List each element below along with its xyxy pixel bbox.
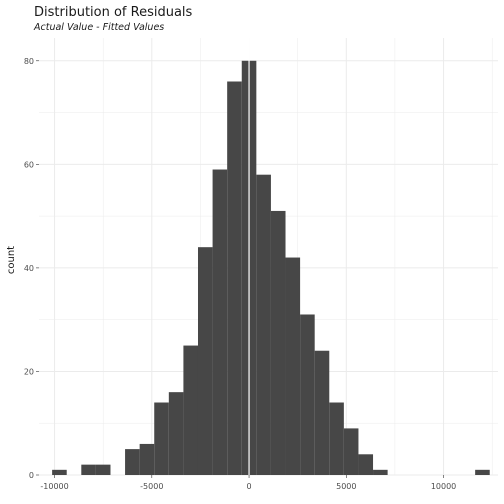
histogram-bar — [125, 449, 140, 475]
y-tick-label: 20 — [24, 367, 34, 376]
y-axis-ticks: 0 20 40 60 80 — [24, 57, 39, 480]
histogram-bar — [197, 247, 213, 475]
histogram-bar — [329, 402, 344, 475]
chart-title: Distribution of Residuals — [34, 5, 193, 20]
histogram-bar — [256, 174, 271, 475]
histogram-bar — [475, 469, 490, 475]
histogram-bar — [314, 350, 330, 475]
x-tick-label: 0 — [247, 482, 252, 491]
x-tick-label: 5000 — [336, 482, 356, 491]
histogram-bar — [154, 402, 169, 475]
histogram-bar — [373, 469, 388, 475]
histogram-bar — [183, 345, 198, 475]
histogram-bar — [300, 314, 315, 475]
histogram-bar — [285, 257, 301, 475]
histogram-bar — [227, 81, 242, 475]
x-axis-ticks: -10000 -5000 0 5000 10000 — [40, 475, 456, 491]
chart-subtitle: Actual Value - Fitted Values — [33, 22, 164, 33]
histogram-bar — [139, 443, 155, 475]
histogram-bar — [95, 464, 111, 475]
histogram-bars — [52, 60, 490, 476]
histogram-bar — [241, 60, 250, 476]
y-tick-label: 0 — [29, 471, 34, 480]
histogram-bar — [52, 469, 67, 475]
y-tick-label: 60 — [24, 160, 34, 169]
histogram-bar — [358, 454, 374, 475]
x-tick-label: -10000 — [40, 482, 68, 491]
y-tick-label: 80 — [24, 57, 34, 66]
x-tick-label: 10000 — [431, 482, 456, 491]
histogram-bar — [249, 60, 257, 476]
histogram-bar — [343, 428, 359, 475]
y-axis-title: count — [6, 246, 17, 274]
y-tick-label: 40 — [24, 264, 34, 273]
histogram-bar — [270, 210, 286, 475]
histogram-bar — [212, 169, 228, 475]
x-tick-label: -5000 — [140, 482, 163, 491]
histogram-bar — [168, 392, 184, 475]
histogram-bar — [81, 464, 96, 475]
